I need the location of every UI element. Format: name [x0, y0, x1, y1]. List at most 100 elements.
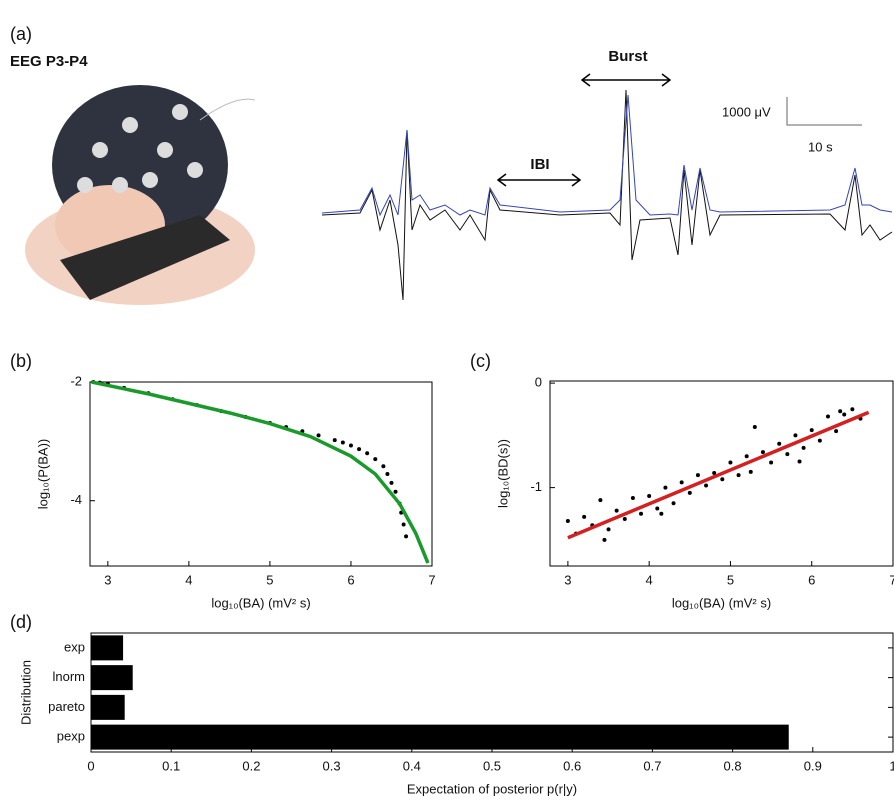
data-point: [748, 469, 753, 474]
data-point: [340, 440, 345, 445]
data-point: [389, 480, 394, 485]
x-tick-label: 0.7: [643, 758, 661, 773]
x-tick-label: 3: [564, 572, 571, 587]
data-point: [842, 412, 847, 417]
data-point: [381, 464, 386, 469]
data-point: [679, 480, 684, 485]
data-point: [825, 414, 830, 419]
panel-label: (b): [10, 351, 32, 371]
x-tick-label: 0: [87, 758, 94, 773]
data-point: [744, 454, 749, 459]
plot-frame: [549, 380, 894, 567]
data-point: [598, 498, 603, 503]
y-axis-label: Distribution: [18, 660, 33, 725]
data-point: [817, 438, 822, 443]
data-point: [385, 472, 390, 476]
data-point: [393, 489, 398, 494]
x-tick-label: 0.4: [403, 758, 421, 773]
x-tick-label: 0.8: [724, 758, 742, 773]
y-tick-label: lnorm: [52, 669, 85, 684]
data-point: [752, 424, 757, 429]
data-point: [760, 450, 765, 455]
data-point: [704, 483, 709, 488]
data-point: [655, 506, 660, 511]
data-point: [769, 460, 774, 465]
data-point: [348, 443, 353, 448]
y-tick-label: pexp: [57, 729, 85, 744]
data-point: [614, 508, 619, 513]
data-point: [404, 534, 409, 539]
x-tick-label: 4: [646, 572, 653, 587]
annotation: IBI: [530, 156, 549, 173]
y-axis-label: log₁₀(BD(s)): [495, 439, 510, 508]
data-point: [838, 409, 843, 414]
data-point: [797, 459, 802, 464]
panel-label: (c): [470, 351, 491, 371]
x-tick-label: 0.9: [804, 758, 822, 773]
data-point: [809, 428, 814, 433]
y-tick-label: exp: [64, 639, 85, 654]
panel-title: EEG P3-P4: [10, 53, 88, 70]
data-point: [401, 522, 406, 527]
y-tick-label: 0: [535, 375, 542, 390]
y-axis-label: log₁₀(P(BA)): [35, 439, 50, 509]
x-tick-label: 4: [185, 572, 192, 587]
x-tick-label: 5: [266, 572, 273, 587]
y-tick-label: -4: [70, 492, 82, 507]
data-point: [639, 511, 644, 516]
x-tick-label: 5: [727, 572, 734, 587]
x-tick-label: 6: [347, 572, 354, 587]
y-tick-label: pareto: [48, 699, 85, 714]
data-point: [582, 514, 587, 519]
x-axis-label: log₁₀(BA) (mV² s): [211, 595, 310, 610]
data-point: [712, 470, 717, 475]
data-point: [565, 519, 570, 524]
x-tick-label: 0.2: [242, 758, 260, 773]
x-tick-label: 6: [808, 572, 815, 587]
data-point: [671, 501, 676, 506]
data-point: [850, 407, 855, 412]
data-point: [357, 447, 362, 452]
x-tick-label: 7: [889, 572, 894, 587]
data-point: [801, 445, 806, 450]
data-point: [365, 451, 370, 456]
fit-line: [567, 410, 870, 540]
data-point: [793, 433, 798, 438]
data-point: [834, 429, 839, 434]
data-point: [663, 485, 668, 490]
data-point: [785, 452, 790, 457]
data-point: [622, 516, 627, 521]
annotation: Burst: [608, 48, 647, 65]
x-tick-label: 1: [889, 758, 894, 773]
fit-line: [91, 380, 430, 564]
x-tick-label: 3: [104, 572, 111, 587]
eeg-trace: [321, 89, 893, 301]
data-point: [332, 438, 337, 443]
bar: [91, 665, 133, 691]
baby-illustration: [25, 85, 256, 305]
x-axis-label: log₁₀(BA) (mV² s): [672, 595, 771, 610]
data-point: [659, 511, 664, 516]
data-point: [647, 493, 652, 498]
data-point: [720, 477, 725, 482]
x-tick-label: 0.3: [323, 758, 341, 773]
data-point: [728, 460, 733, 465]
scale-bar: [786, 97, 862, 126]
x-tick-label: 0.5: [483, 758, 501, 773]
data-point: [777, 441, 782, 446]
data-point: [695, 473, 700, 478]
bar: [91, 635, 124, 661]
data-point: [630, 496, 635, 501]
bar: [91, 694, 125, 720]
y-tick-label: -2: [70, 373, 82, 388]
scale-label: 1000 μV: [722, 104, 771, 119]
bar: [91, 724, 789, 750]
x-tick-label: 7: [428, 572, 435, 587]
panel-label: (a): [10, 24, 32, 44]
data-point: [687, 490, 692, 495]
plot-frame: [89, 381, 433, 567]
arrows: [496, 73, 672, 187]
data-point: [606, 527, 611, 532]
y-tick-label: -1: [530, 479, 542, 494]
